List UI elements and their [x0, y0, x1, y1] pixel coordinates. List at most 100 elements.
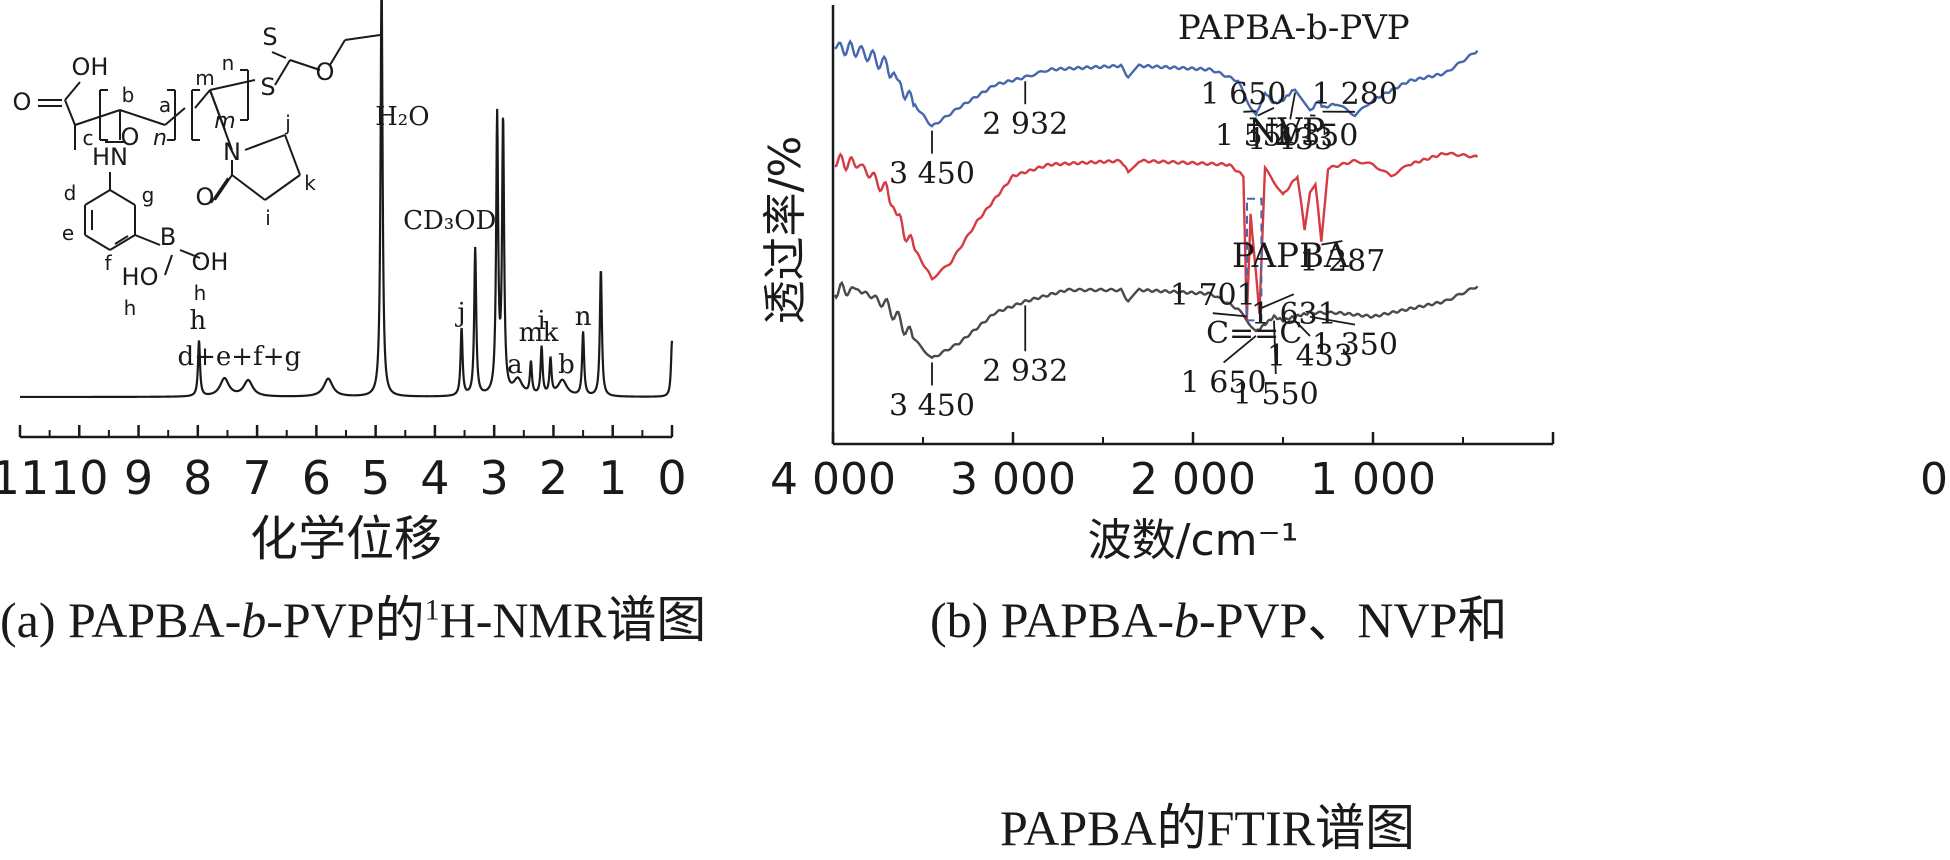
ftir-peak-label: 1 550 [1233, 377, 1319, 412]
structure-label: e [62, 221, 74, 245]
caption-a-part3: H-NMR谱图 [440, 592, 707, 648]
ftir-series-label: PAPBA-b-PVP [1178, 8, 1410, 48]
nmr-x-tick-label: 9 [124, 451, 153, 505]
nmr-x-tick-label: 1 [598, 451, 627, 505]
nmr-x-tick-label: 2 [539, 451, 568, 505]
nmr-spectrum-line [20, 0, 672, 397]
ftir-peak-label: 1 701 [1170, 278, 1256, 313]
nmr-peak-label: d+e+f+g [177, 342, 301, 372]
nmr-peak-label: j [455, 298, 466, 328]
nmr-x-tick-label: 8 [183, 451, 212, 505]
bond [245, 135, 285, 150]
structure-label: O [196, 183, 215, 211]
ftir-peak-label: 1 350 [1312, 328, 1398, 363]
nmr-x-tick-label: 0 [657, 451, 686, 505]
nmr-peak-label: a [507, 350, 523, 380]
ftir-x-ticks [833, 432, 1553, 444]
nmr-peak-label: n [575, 302, 592, 332]
caption-a: (a) PAPBA-b-PVP的1H-NMR谱图 [0, 580, 706, 652]
structure-label: b [122, 83, 135, 107]
nmr-peak-label: h [189, 306, 206, 336]
ftir-peak-label: 3 450 [889, 157, 975, 192]
structure-label: n [153, 126, 167, 151]
structure-label: f [104, 251, 112, 275]
bond [265, 175, 300, 200]
bond [85, 235, 110, 250]
nmr-x-tick-label: 7 [242, 451, 271, 505]
caption-b-part2: -PVP、NVP和 [1199, 592, 1507, 648]
nmr-x-axis-title: 化学位移 [250, 511, 442, 567]
bond [275, 60, 290, 85]
structure-label: O [13, 88, 32, 116]
ftir-x-tick-labels: 4 000 3 000 2 000 1 000 0 [770, 454, 1948, 505]
structure-label: OH [192, 248, 229, 276]
caption-b-line1: (b) PAPBA-b-PVP、NVP和 [930, 580, 1507, 652]
bond [110, 190, 135, 205]
nmr-x-tick-label: 3 [480, 451, 509, 505]
caption-b-italic: b [1174, 592, 1199, 648]
structure-label: S [260, 73, 275, 101]
structure-label: S [262, 23, 277, 51]
structure-label: n [222, 51, 235, 75]
nmr-peak-label: b [558, 350, 575, 380]
bond [330, 40, 345, 65]
caption-a-superscript: 1 [425, 593, 440, 626]
bond [285, 135, 300, 175]
caption-b-part1: (b) PAPBA- [930, 592, 1174, 648]
caption-b-line2-text: PAPBA的FTIR谱图 [1000, 800, 1415, 856]
nmr-x-tick-label: 5 [361, 451, 390, 505]
structure-label: i [265, 206, 271, 230]
nmr-x-tick-label: 10 [50, 451, 109, 505]
bond [135, 235, 160, 245]
structure-label: h [124, 296, 137, 320]
ftir-peak-label: 2 932 [982, 354, 1068, 389]
nmr-x-tick-label: 11 [0, 451, 49, 505]
bond [65, 82, 80, 100]
nmr-peak-label: CD₃OD [403, 206, 496, 236]
ftir-peak-label: 1 280 [1312, 77, 1398, 112]
bond [232, 175, 265, 200]
ftir-peak-label: 2 932 [982, 107, 1068, 142]
caption-b-line2: PAPBA的FTIR谱图 [1000, 788, 1415, 860]
structure-label: B [160, 223, 176, 251]
nmr-x-ticks [20, 425, 672, 437]
structure-label: HN [92, 143, 128, 171]
bond [215, 175, 232, 200]
structure-label: g [142, 183, 155, 207]
bond [110, 235, 135, 250]
ftir-x-tick-label: 1 000 [1310, 454, 1436, 505]
caption-a-part1: (a) PAPBA- [0, 592, 241, 648]
ftir-x-tick-label: 4 000 [770, 454, 896, 505]
bond [65, 100, 75, 125]
structure-label: m [195, 66, 214, 90]
structure-label: k [304, 171, 316, 195]
bond [165, 255, 172, 275]
structure-label: h [194, 281, 207, 305]
ftir-x-tick-label: 0 [1920, 454, 1948, 505]
nmr-peak-label: k [543, 318, 559, 348]
structure-label: d [64, 181, 77, 205]
structure-label: HO [122, 263, 159, 291]
ftir-x-axis-title: 波数/cm⁻¹ [1088, 515, 1299, 566]
ftir-series-label: NVP [1248, 111, 1325, 151]
structure-label: a [159, 93, 171, 117]
caption-a-italic: b [241, 592, 266, 648]
structure-label: j [284, 111, 291, 135]
ftir-x-tick-label: 2 000 [1130, 454, 1256, 505]
ftir-peak-label: 1 650 [1200, 77, 1286, 112]
nmr-x-tick-label: 4 [420, 451, 449, 505]
bond [75, 110, 120, 125]
bond [272, 52, 286, 58]
ftir-y-axis-title: 透过率/% [760, 136, 811, 325]
nmr-x-tick-label: 6 [302, 451, 331, 505]
ftir-x-tick-label: 3 000 [950, 454, 1076, 505]
bond [85, 190, 110, 205]
nmr-peak-label: H₂O [375, 102, 429, 132]
bond [345, 35, 380, 40]
